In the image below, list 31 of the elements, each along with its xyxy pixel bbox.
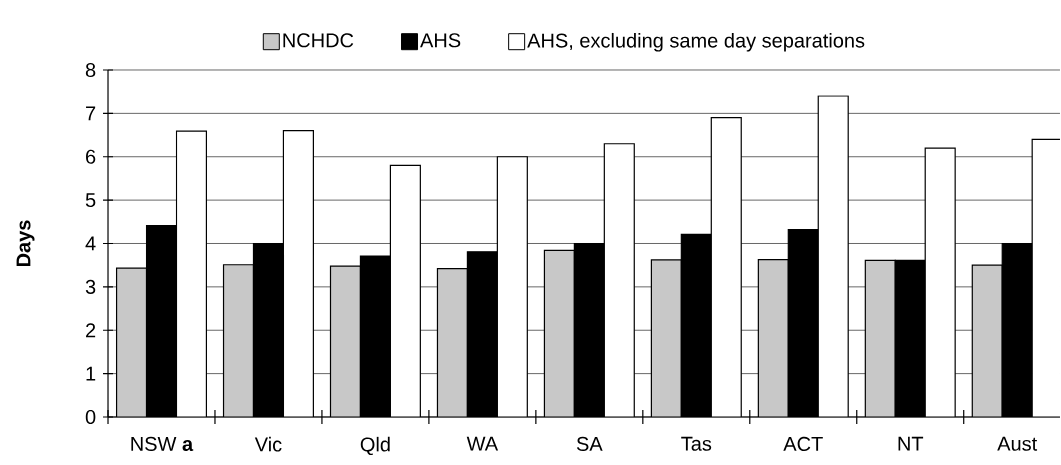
y-tick-label: 0 xyxy=(85,409,96,425)
x-tick-label: Aust xyxy=(997,436,1038,451)
bar xyxy=(651,259,682,417)
bar xyxy=(865,260,896,417)
y-tick-label: 2 xyxy=(86,323,96,338)
x-tick-label: NT xyxy=(898,436,924,451)
y-tick-label: 6 xyxy=(86,149,96,164)
bar xyxy=(758,259,789,417)
x-tick-label: SA xyxy=(576,436,603,451)
bar xyxy=(971,264,1003,417)
x-tick-label: Qld xyxy=(360,436,390,456)
legend-label: AHS, excluding same day separations xyxy=(527,32,865,52)
y-tick-label: 7 xyxy=(86,106,96,121)
x-tick-label: NSW a xyxy=(131,436,194,451)
x-tick-label: Vic xyxy=(254,436,282,452)
legend-label: AHS xyxy=(420,33,461,48)
bar xyxy=(223,264,254,417)
y-tick-label: 3 xyxy=(85,279,96,294)
y-tick-label: 4 xyxy=(85,236,96,251)
x-tick-label: Tas xyxy=(681,436,712,451)
y-tick-label: 5 xyxy=(85,193,96,208)
x-tick-label: ACT xyxy=(783,436,823,451)
bar xyxy=(116,268,147,417)
y-tick-label: 8 xyxy=(85,62,96,78)
y-tick-label: 1 xyxy=(86,366,96,381)
bar xyxy=(437,268,468,417)
y-axis-title: Days xyxy=(16,220,35,267)
legend-label: NCHDC xyxy=(283,33,354,48)
bar xyxy=(330,266,361,417)
x-tick-label: WA xyxy=(466,436,499,451)
bar xyxy=(544,250,575,417)
